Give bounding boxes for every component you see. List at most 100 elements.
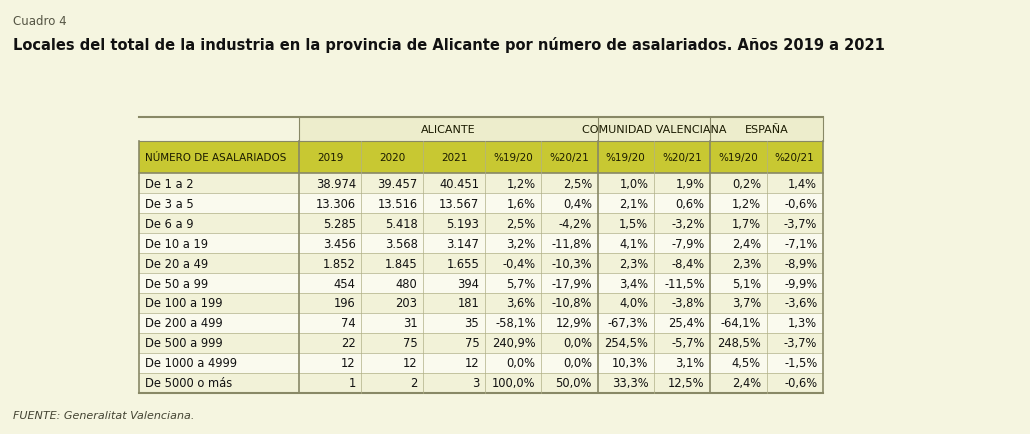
- Text: 1,7%: 1,7%: [731, 217, 761, 230]
- Bar: [711, 273, 766, 293]
- Text: -3,6%: -3,6%: [784, 297, 817, 310]
- Bar: [362, 293, 423, 313]
- Bar: [362, 353, 423, 373]
- Text: -11,8%: -11,8%: [552, 237, 592, 250]
- Text: 196: 196: [334, 297, 355, 310]
- Text: -64,1%: -64,1%: [721, 317, 761, 330]
- Text: De 1 a 2: De 1 a 2: [144, 178, 194, 191]
- Text: -8,9%: -8,9%: [784, 257, 817, 270]
- Bar: [139, 174, 300, 194]
- Text: -3,7%: -3,7%: [784, 337, 817, 349]
- Bar: [300, 353, 362, 373]
- Bar: [423, 293, 485, 313]
- Bar: [300, 373, 362, 393]
- Text: 100,0%: 100,0%: [492, 376, 536, 389]
- Text: 2,4%: 2,4%: [731, 237, 761, 250]
- Bar: [485, 214, 541, 233]
- Bar: [300, 333, 362, 353]
- Bar: [766, 293, 823, 313]
- Text: 0,2%: 0,2%: [731, 178, 761, 191]
- Text: 13.567: 13.567: [439, 197, 479, 210]
- Bar: [362, 214, 423, 233]
- Text: De 50 a 99: De 50 a 99: [144, 277, 208, 290]
- Bar: [300, 117, 597, 141]
- Text: 480: 480: [396, 277, 417, 290]
- Text: 2019: 2019: [317, 153, 344, 163]
- Bar: [654, 141, 711, 174]
- Text: 2,5%: 2,5%: [562, 178, 592, 191]
- Bar: [654, 174, 711, 194]
- Bar: [654, 214, 711, 233]
- Text: %20/21: %20/21: [775, 153, 815, 163]
- Bar: [541, 194, 597, 214]
- Text: 1: 1: [348, 376, 355, 389]
- Bar: [423, 313, 485, 333]
- Bar: [423, 273, 485, 293]
- Text: 1,2%: 1,2%: [731, 197, 761, 210]
- Bar: [485, 313, 541, 333]
- Bar: [766, 333, 823, 353]
- Text: 0,0%: 0,0%: [563, 337, 592, 349]
- Text: 1,2%: 1,2%: [507, 178, 536, 191]
- Bar: [766, 273, 823, 293]
- Text: 5.418: 5.418: [385, 217, 417, 230]
- Bar: [485, 373, 541, 393]
- Bar: [139, 214, 300, 233]
- Text: 248,5%: 248,5%: [717, 337, 761, 349]
- Bar: [541, 353, 597, 373]
- Bar: [485, 233, 541, 253]
- Bar: [541, 253, 597, 273]
- Bar: [362, 141, 423, 174]
- Text: 75: 75: [465, 337, 479, 349]
- Text: %19/20: %19/20: [719, 153, 758, 163]
- Text: 3,4%: 3,4%: [619, 277, 648, 290]
- Text: -3,2%: -3,2%: [672, 217, 705, 230]
- Text: 13.516: 13.516: [377, 197, 417, 210]
- Bar: [711, 333, 766, 353]
- Text: 2,3%: 2,3%: [731, 257, 761, 270]
- Text: 2020: 2020: [379, 153, 406, 163]
- Text: De 20 a 49: De 20 a 49: [144, 257, 208, 270]
- Text: 75: 75: [403, 337, 417, 349]
- Text: 2,4%: 2,4%: [731, 376, 761, 389]
- Bar: [300, 141, 362, 174]
- Bar: [711, 117, 823, 141]
- Text: ALICANTE: ALICANTE: [421, 124, 476, 134]
- Bar: [597, 214, 654, 233]
- Bar: [597, 141, 654, 174]
- Bar: [597, 373, 654, 393]
- Text: 39.457: 39.457: [377, 178, 417, 191]
- Text: %19/20: %19/20: [493, 153, 533, 163]
- Bar: [654, 353, 711, 373]
- Text: 181: 181: [457, 297, 479, 310]
- Bar: [300, 174, 362, 194]
- Text: -0,6%: -0,6%: [784, 197, 817, 210]
- Bar: [423, 174, 485, 194]
- Text: -7,1%: -7,1%: [784, 237, 817, 250]
- Text: 1.655: 1.655: [446, 257, 479, 270]
- Bar: [766, 174, 823, 194]
- Bar: [711, 141, 766, 174]
- Text: -5,7%: -5,7%: [672, 337, 705, 349]
- Text: 4,5%: 4,5%: [731, 356, 761, 369]
- Bar: [766, 194, 823, 214]
- Text: 5.193: 5.193: [446, 217, 479, 230]
- Bar: [654, 273, 711, 293]
- Text: %20/21: %20/21: [662, 153, 701, 163]
- Bar: [300, 253, 362, 273]
- Bar: [711, 353, 766, 373]
- Bar: [711, 214, 766, 233]
- Bar: [139, 373, 300, 393]
- Bar: [139, 253, 300, 273]
- Text: 3,6%: 3,6%: [507, 297, 536, 310]
- Bar: [541, 273, 597, 293]
- Bar: [541, 293, 597, 313]
- Bar: [766, 141, 823, 174]
- Bar: [362, 174, 423, 194]
- Text: -8,4%: -8,4%: [672, 257, 705, 270]
- Text: 1,6%: 1,6%: [507, 197, 536, 210]
- Bar: [139, 313, 300, 333]
- Text: 0,6%: 0,6%: [676, 197, 705, 210]
- Text: 2,3%: 2,3%: [619, 257, 648, 270]
- Text: De 3 a 5: De 3 a 5: [144, 197, 194, 210]
